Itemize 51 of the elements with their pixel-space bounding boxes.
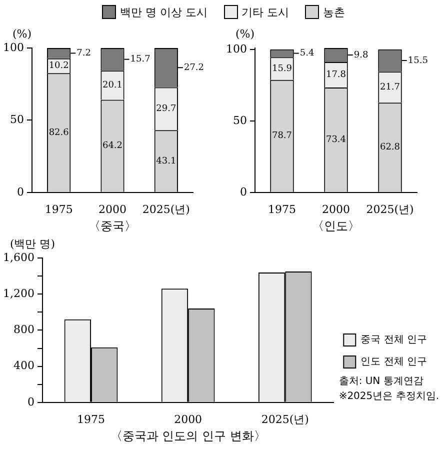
data-label: 27.2 (184, 62, 204, 73)
x-tick-label: 2025(년) (261, 412, 309, 426)
data-label: 78.7 (272, 131, 292, 142)
legend-label: 백만 명 이상 도시 (120, 4, 208, 20)
y-tick-label: 0 (27, 395, 34, 408)
y-axis-title: (백만 명) (10, 237, 56, 250)
y-tick-label: 0 (240, 185, 247, 198)
x-tick-label: 2000 (174, 412, 202, 426)
x-tick-label: 2000 (98, 202, 126, 216)
data-label: 64.2 (102, 141, 123, 152)
data-label: 15.9 (272, 64, 292, 74)
data-label: 17.8 (326, 70, 346, 80)
legend-label: 중국 전체 인구 (360, 334, 427, 346)
legend-label: 농촌 (323, 4, 345, 20)
y-tick-label: 100 (226, 42, 247, 56)
y-tick-label: 800 (13, 323, 34, 336)
y-tick-label: 50 (232, 114, 247, 127)
x-tick-label: 2025(년) (366, 202, 414, 216)
data-label: 73.4 (326, 135, 346, 146)
x-tick-label: 1975 (44, 202, 73, 216)
y-tick-label: 0 (16, 185, 24, 198)
data-label: 15.7 (130, 54, 151, 65)
data-label: 9.8 (354, 50, 368, 60)
x-tick-label: 2000 (322, 202, 350, 216)
x-axis-title: 〈인도〉 (312, 218, 360, 233)
legend-label: 기타 도시 (242, 4, 289, 20)
x-tick-label: 2025(년) (142, 202, 190, 216)
legend-label: 인도 전체 인구 (360, 356, 427, 368)
data-label: 10.2 (48, 61, 69, 72)
x-tick-label: 1975 (268, 202, 296, 216)
y-tick-label: 100 (2, 40, 24, 54)
y-tick-label: 1,600 (2, 250, 34, 264)
text: ※2025년은 추정치임. (338, 390, 439, 404)
data-label: 43.1 (156, 156, 176, 166)
data-label: 29.7 (156, 104, 176, 114)
y-tick-label: 400 (13, 359, 34, 372)
source-note: 출처: UN 통계연감 (338, 375, 424, 389)
y-tick-label: 1,200 (2, 286, 34, 300)
data-label: 62.8 (380, 142, 400, 153)
x-tick-label: 1975 (77, 412, 106, 426)
data-label: 82.6 (48, 128, 70, 138)
data-label: 5.4 (300, 48, 314, 59)
x-axis-title: 〈중국〉 (88, 218, 136, 233)
data-label: 15.5 (408, 56, 428, 66)
y-axis-title: (%) (235, 27, 255, 40)
x-axis-title: 〈중국과 인도의 인구 변화〉 (110, 428, 266, 443)
data-label: 21.7 (380, 82, 400, 92)
y-tick-label: 50 (10, 113, 24, 126)
y-axis-title: (%) (12, 27, 32, 40)
data-label: 7.2 (76, 48, 91, 59)
data-label: 20.1 (102, 80, 123, 91)
